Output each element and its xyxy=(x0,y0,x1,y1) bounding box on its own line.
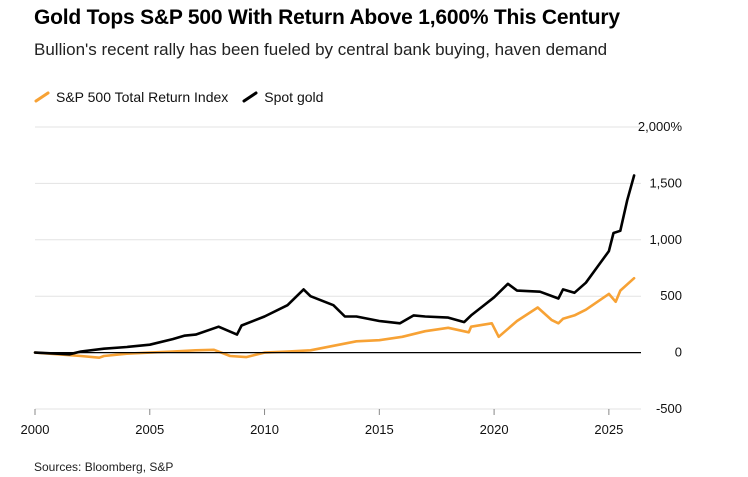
y-tick-label: 2,000% xyxy=(638,119,683,134)
x-tick-label: 2025 xyxy=(594,422,623,437)
series-line-sp500 xyxy=(33,276,636,359)
x-tick-label: 2005 xyxy=(135,422,164,437)
legend-item-sp500: S&P 500 Total Return Index xyxy=(34,89,228,105)
legend-swatch-gold xyxy=(242,91,258,103)
x-tick-label: 2015 xyxy=(365,422,394,437)
chart-subtitle: Bullion's recent rally has been fueled b… xyxy=(34,40,608,59)
legend-label-gold: Spot gold xyxy=(264,89,324,105)
series-line-gold xyxy=(33,174,636,356)
y-tick-label: 1,000 xyxy=(649,232,682,247)
legend-label-sp500: S&P 500 Total Return Index xyxy=(56,89,229,105)
legend-swatch-sp500 xyxy=(34,91,50,103)
legend: S&P 500 Total Return Index Spot gold xyxy=(34,89,337,105)
y-tick-label: 0 xyxy=(675,345,682,360)
x-tick-label: 2000 xyxy=(21,422,50,437)
legend-item-gold: Spot gold xyxy=(242,89,323,105)
x-tick-label: 2010 xyxy=(250,422,279,437)
x-tick-label: 2020 xyxy=(480,422,509,437)
y-tick-label: -500 xyxy=(656,401,682,416)
source-note: Sources: Bloomberg, S&P xyxy=(34,460,174,474)
y-tick-label: 500 xyxy=(660,288,682,303)
y-tick-label: 1,500 xyxy=(649,175,682,190)
chart-title: Gold Tops S&P 500 With Return Above 1,60… xyxy=(34,6,620,29)
